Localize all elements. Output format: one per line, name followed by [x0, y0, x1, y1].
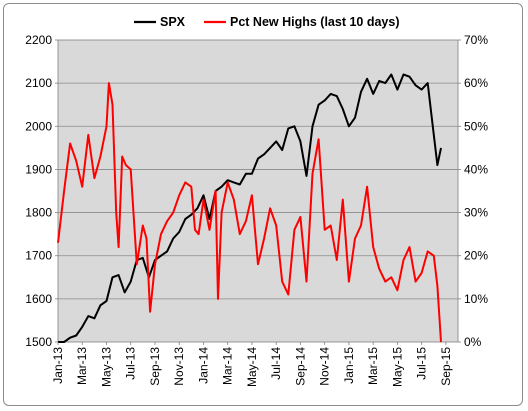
legend: SPX Pct New Highs (last 10 days) [134, 15, 400, 29]
x-tick-label: Jan-15 [342, 347, 356, 384]
x-tick-label: Jul-13 [124, 347, 138, 380]
x-tick-label: Jul-15 [415, 347, 429, 380]
y-left-tick-label: 2000 [25, 119, 52, 133]
y-right-tick-label: 70% [464, 33, 488, 47]
spx-line [58, 73, 442, 343]
x-tick-label: Nov-13 [172, 347, 186, 386]
axes: 1500 0% 1600 10% 1700 20% 1800 30% 1900 40% 2000 50… [25, 33, 488, 387]
y-right-tick-label: 30% [464, 206, 488, 220]
chart-svg: 1500 0% 1600 10% 1700 20% 1800 30% 1900 40% 2000 50… [25, 15, 488, 387]
y-left-tick-label: 1800 [25, 206, 52, 220]
x-tick-label: Jan-14 [196, 347, 210, 384]
x-tick-label: May-13 [99, 347, 113, 387]
pct-new-highs-line [57, 82, 442, 343]
y-left-tick-label: 1600 [25, 292, 52, 306]
y-right-tick-label: 10% [464, 292, 488, 306]
x-tick-label: Mar-15 [366, 347, 380, 385]
x-tick-label: Sep-15 [439, 347, 453, 386]
x-tick-label: Mar-14 [221, 347, 235, 385]
x-tick-label: Nov-14 [318, 347, 332, 386]
x-tick-label: Sep-13 [148, 347, 162, 386]
y-left-tick-label: 1500 [25, 335, 52, 349]
x-tick-label: May-14 [245, 347, 259, 387]
y-left-tick-label: 1700 [25, 249, 52, 263]
y-left-tick-label: 1900 [25, 162, 52, 176]
x-tick-label: Jul-14 [269, 347, 283, 380]
y-left-tick-label: 2100 [25, 76, 52, 90]
y-right-tick-label: 40% [464, 162, 488, 176]
series-layer [57, 73, 442, 343]
plot-background [57, 39, 459, 343]
x-tick-label: Jan-13 [51, 347, 65, 384]
gridlines [58, 82, 458, 300]
y-right-tick-label: 60% [464, 76, 488, 90]
x-tick-label: Sep-14 [293, 347, 307, 386]
y-left-tick-label: 2200 [25, 33, 52, 47]
y-right-tick-label: 0% [464, 335, 482, 349]
legend-label: Pct New Highs (last 10 days) [230, 15, 400, 29]
y-right-tick-label: 20% [464, 249, 488, 263]
x-tick-label: May-15 [390, 347, 404, 387]
legend-label: SPX [160, 15, 186, 29]
y-right-tick-label: 50% [464, 119, 488, 133]
chart-frame: 1500 0% 1600 10% 1700 20% 1800 30% 1900 40% 2000 50… [3, 3, 523, 406]
plot-area [57, 39, 459, 343]
x-tick-label: Mar-13 [75, 347, 89, 385]
